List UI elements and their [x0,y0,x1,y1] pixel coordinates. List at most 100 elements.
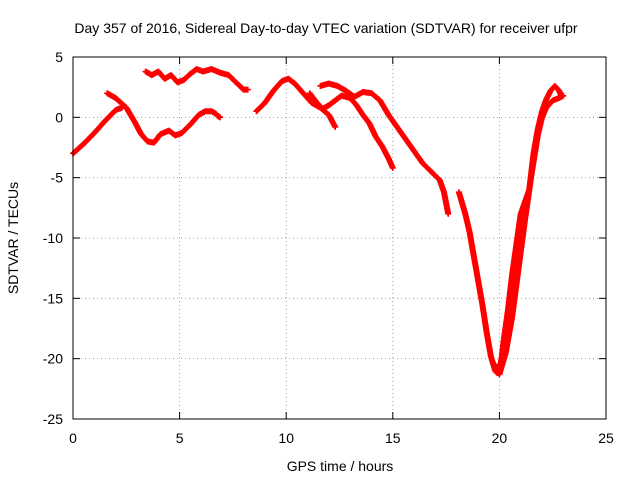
data-point-trail [456,190,468,216]
data-point-trail [326,112,338,129]
data-point-trail [335,83,348,94]
x-axis-label: GPS time / hours [287,458,394,474]
x-tick-label: 15 [385,430,401,446]
data-point-trail [81,130,97,147]
data-point-trail [326,80,340,89]
x-tick-label: 0 [69,430,77,446]
data-point-trail [123,105,138,125]
data-point-trail [509,242,520,277]
data-point-trail [262,88,276,105]
data-point-trail [479,302,490,334]
data-point-trail [151,132,163,145]
data-point-trail [471,254,481,283]
data-point-trail [462,212,473,234]
y-tick-label: 0 [55,109,63,125]
x-tick-label: 10 [278,430,294,446]
data-point-trail [420,160,434,174]
data-point-trail [386,112,400,130]
data-point-trail [173,130,184,139]
data-point-trail [500,308,511,343]
data-point-trail [509,266,522,319]
data-point-trail [301,91,315,105]
data-point-trail [102,107,118,124]
data-point-trail [307,91,319,104]
data-point-trail [179,122,193,136]
data-point-trail [354,103,366,117]
y-tick-label: -25 [43,411,63,427]
data-point-trail [175,77,186,85]
data-series [142,66,251,93]
y-tick-label: -15 [43,290,63,306]
data-point-trail [515,218,528,270]
data-point-trail [339,92,353,101]
data-point-trail [552,83,562,93]
data-point-trail [271,79,285,93]
data-point-trail [366,121,379,139]
data-point-trail [539,105,549,120]
data-point-trail [544,98,555,110]
data-point-trail [496,350,509,377]
data-point-trail [394,124,408,142]
data-point-trail [360,112,372,126]
chart-title: Day 357 of 2016, Sidereal Day-to-day VTE… [74,20,578,36]
y-tick-label: -10 [43,230,63,246]
x-tick-labels: 0 5 10 15 20 25 [69,430,614,446]
y-tick-label: -5 [51,170,64,186]
ticks [72,56,607,420]
data-series [306,90,396,172]
data-point-trail [386,156,396,170]
data-point-trail [92,118,108,136]
data-point-trail [369,90,383,103]
data-series [253,75,339,130]
data-point-trail [503,314,515,355]
data-point-trail [241,86,250,93]
x-tick-label: 25 [598,430,614,446]
data-point-trail [556,93,566,101]
data-point-trail [132,120,144,137]
data-point-trail [138,132,150,144]
data-point-trail [292,81,306,96]
data-point-trail [535,115,545,138]
data-point-trail [522,173,535,222]
data-point-trail [475,278,486,307]
data-point-trail [377,98,391,117]
data-point-trail [181,71,193,83]
data-point-trail [513,212,524,246]
x-tick-label: 20 [492,430,508,446]
data-point-trail [550,95,562,104]
data-point-trail [441,190,452,216]
data-point-trail [528,133,541,178]
data-series [104,90,224,146]
data-point-trail [483,330,494,359]
data-point-trail [70,141,86,156]
data-point-trail [188,112,202,127]
data-point-trail [286,76,297,86]
data-point-trail [218,69,231,78]
data-point-trail [428,169,442,183]
data-point-trail [209,66,223,76]
data-point-trail [505,272,516,313]
data-point-trail [437,178,447,195]
data-point-trail [466,230,477,258]
data-point-trail [373,134,385,149]
data-point-trail [113,95,129,110]
data-point-trail [113,105,124,113]
data-point-trail [320,102,331,112]
data-series [70,104,126,157]
data-point-trail [213,111,221,119]
data-point-trail [543,88,554,102]
data-point-trail [254,100,268,114]
data-point-trail [379,144,391,161]
data-point-trail [347,95,359,108]
data-point-trail [226,72,240,86]
y-tick-labels: -25 -20 -15 -10 -5 0 5 [43,49,63,427]
y-tick-label: 5 [55,49,63,65]
data-point-trail [403,136,417,154]
data-point-trail [411,149,425,166]
data-point-trail [326,98,338,108]
y-axis-label: SDTVAR / TECUs [5,182,21,294]
x-tick-label: 5 [176,430,184,446]
y-tick-label: -20 [43,351,63,367]
